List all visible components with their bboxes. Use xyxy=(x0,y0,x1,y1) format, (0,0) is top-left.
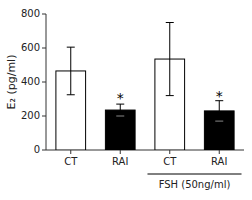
error-bar-cap xyxy=(67,94,75,95)
error-bar-cap xyxy=(215,121,223,122)
x-axis: CT RAI CT RAI xyxy=(64,150,227,167)
error-bar-cap xyxy=(166,95,174,96)
y-axis: 0 200 400 600 800 xyxy=(21,8,244,155)
y-tick-label: 0 xyxy=(34,144,40,155)
x-tick-label: RAI xyxy=(112,156,128,167)
bar xyxy=(105,110,135,150)
x-tick-label: CT xyxy=(163,156,177,167)
y-tick xyxy=(42,116,46,117)
y-axis-label: E₂ (pg/ml) xyxy=(5,55,18,110)
group-bracket xyxy=(147,174,241,175)
y-tick xyxy=(42,14,46,15)
error-bar-stem xyxy=(169,23,170,96)
significance-mark: * xyxy=(216,88,223,104)
error-bar xyxy=(67,47,75,95)
x-tick-label: CT xyxy=(64,156,78,167)
error-bar-stem xyxy=(120,104,121,116)
error-bar-cap xyxy=(116,116,124,117)
chart-container: 0 200 400 600 800 E₂ (pg/ml) CT RAI CT RAI * * FSH (… xyxy=(0,0,252,200)
y-tick-label: 400 xyxy=(21,76,40,87)
y-tick xyxy=(42,48,46,49)
y-axis-line xyxy=(46,14,47,150)
y-tick-label: 600 xyxy=(21,42,40,53)
error-bar xyxy=(166,23,174,96)
error-bar-stem xyxy=(70,47,71,95)
x-tick xyxy=(70,150,71,154)
group-label: FSH (50ng/ml) xyxy=(159,179,231,190)
x-tick-label: RAI xyxy=(211,156,227,167)
plot-area xyxy=(56,23,234,151)
x-tick xyxy=(169,150,170,154)
x-tick xyxy=(120,150,121,154)
error-bar-cap xyxy=(166,22,174,23)
chart: 0 200 400 600 800 E₂ (pg/ml) CT RAI CT RAI * * FSH (… xyxy=(0,0,252,200)
y-tick xyxy=(42,82,46,83)
error-bar-cap xyxy=(67,47,75,48)
y-tick-label: 800 xyxy=(21,8,40,19)
y-tick xyxy=(42,150,46,151)
y-tick-label: 200 xyxy=(21,110,40,121)
x-tick xyxy=(219,150,220,154)
error-bar xyxy=(116,104,124,116)
significance-mark: * xyxy=(117,90,124,106)
